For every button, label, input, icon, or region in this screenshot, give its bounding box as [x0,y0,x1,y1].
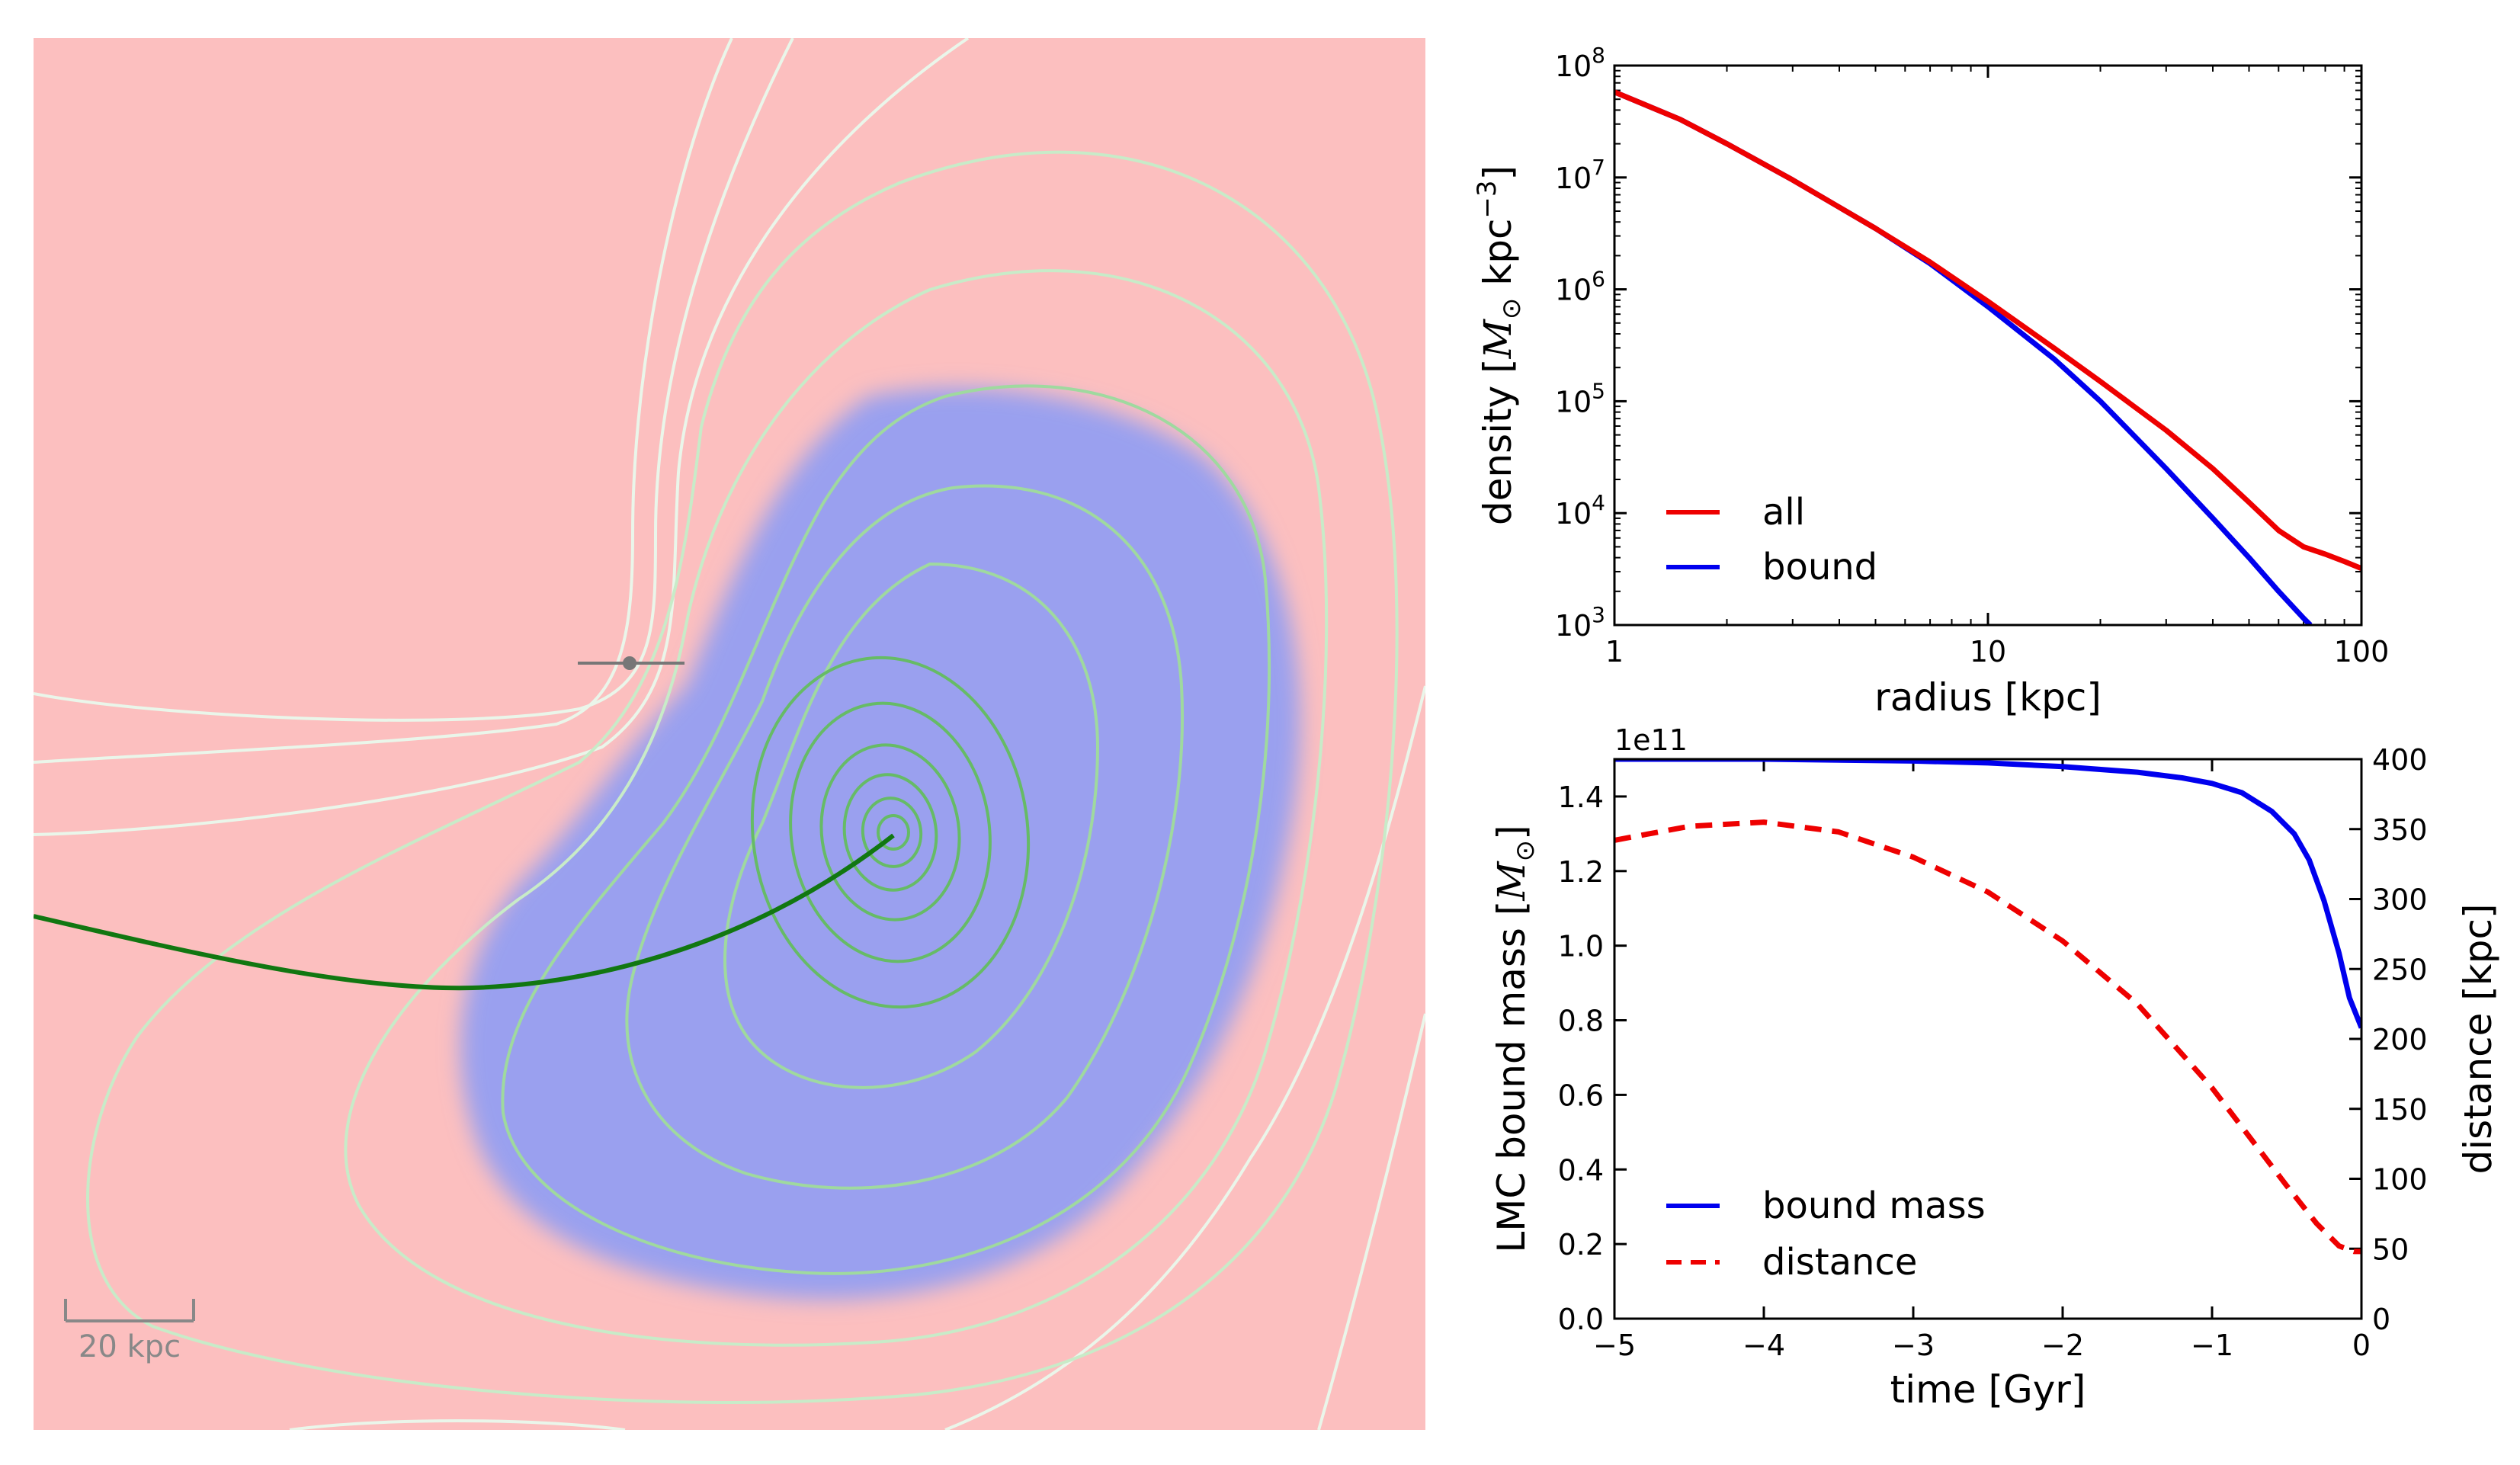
y-tick-label: 103 [1555,602,1605,643]
left-y-tick-label: 1.4 [1558,781,1604,814]
middle-contours [86,150,1399,1404]
right-y-tick-label: 250 [2372,953,2428,986]
contour-line [944,685,1425,1430]
contour-line [789,701,992,963]
x-tick-label: −2 [2041,1329,2084,1362]
density-axis-ticks: 1 10 100 103 104 105 106 107 108 [1555,43,2389,668]
contour-line [877,814,910,851]
orbit-track [34,833,895,991]
contour-line [501,384,1271,1275]
left-y-tick-label: 1.2 [1558,855,1604,889]
right-y-tick-label: 400 [2372,743,2428,777]
contour-line [625,484,1185,1190]
right-y-tick-label: 200 [2372,1023,2428,1056]
outer-contours [34,38,1425,1430]
legend-label-all: all [1762,491,1805,534]
contour-line [842,773,938,892]
y-tick-label: 108 [1555,43,1605,83]
right-y-tick-label: 100 [2372,1163,2428,1197]
x-tick-label: 1 [1605,635,1624,668]
density-x-axis-label: radius [kpc] [1874,675,2102,720]
x-tick-label: 10 [1970,635,2006,668]
x-tick-label: 100 [2334,635,2390,668]
history-series [1614,759,2361,1255]
series-line-bound [1614,89,2313,625]
density-series [1614,89,2361,625]
contour-line [861,797,923,868]
right-y-tick-label: 300 [2372,883,2428,917]
x-tick-label: −1 [2191,1329,2233,1362]
y-tick-label: 106 [1555,267,1605,307]
mass-distance-chart: −5 −4 −3 −2 −1 0 0.0 0.2 0.4 0.6 0.8 1.0 1.2 1.4 0 50 10… [1489,723,2500,1412]
scale-bar: 20 kpc [64,1299,195,1364]
history-axis-ticks: −5 −4 −3 −2 −1 0 0.0 0.2 0.4 0.6 0.8 1.0 1.2 1.4 0 50 10… [1558,743,2428,1362]
marker-dot [623,656,636,670]
right-y-tick-label: 50 [2372,1233,2409,1266]
core-contours [750,656,1031,1009]
left-y-tick-label: 0.0 [1558,1303,1604,1336]
y-tick-label: 104 [1555,490,1605,531]
density-legend: all bound [1666,491,1877,588]
contour-line [723,562,1100,1089]
contour-line [344,269,1329,1347]
x-tick-label: 0 [2352,1329,2371,1362]
left-y-tick-label: 0.2 [1558,1228,1604,1261]
left-y-tick-label: 0.8 [1558,1005,1604,1038]
mass-y-axis-label: LMC bound mass [M⊙] [1489,825,1541,1252]
left-y-tick-label: 0.6 [1558,1079,1604,1112]
legend-label-distance: distance [1762,1241,1917,1284]
contour-line [289,1419,626,1430]
contour-line [34,38,794,722]
contour-line [750,656,1031,1009]
series-line-distance [1614,819,2361,1255]
contour-line [1317,1013,1425,1430]
contour-line [34,38,970,836]
distance-y-axis-label: distance [kpc] [2456,904,2500,1175]
density-plot-frame [1613,64,2363,627]
projection-map: 20 kpc [34,38,1425,1430]
series-line-bound-mass [1614,759,2361,1029]
y-tick-label: 105 [1555,378,1605,418]
mass-offset-label: 1e11 [1614,723,1688,757]
density-profile-chart: 1 10 100 103 104 105 106 107 108 radius [kpc] de… [1472,43,2389,720]
right-y-tick-label: 150 [2372,1093,2428,1127]
history-plot-frame [1613,758,2363,1320]
x-tick-label: −3 [1892,1329,1935,1362]
history-legend: bound mass distance [1666,1185,1986,1284]
series-line-all [1614,89,2361,572]
right-y-tick-label: 350 [2372,813,2428,847]
left-y-tick-label: 1.0 [1558,930,1604,963]
legend-label-bound-mass: bound mass [1762,1185,1986,1227]
x-tick-label: −5 [1593,1329,1636,1362]
legend-label-bound: bound [1762,546,1877,588]
right-y-tick-label: 0 [2372,1303,2390,1336]
history-x-axis-label: time [Gyr] [1890,1367,2086,1412]
density-y-axis-label: density [M⊙ kpc−3] [1472,165,1527,525]
contour-line [34,38,733,764]
x-tick-label: −4 [1743,1329,1785,1362]
scale-bar-label: 20 kpc [79,1329,181,1364]
galaxy-center-marker [578,656,685,670]
contour-line [86,150,1399,1404]
left-y-tick-label: 0.4 [1558,1153,1604,1187]
contour-line [819,743,961,922]
y-tick-label: 107 [1555,155,1605,195]
inner-contours [501,384,1271,1275]
